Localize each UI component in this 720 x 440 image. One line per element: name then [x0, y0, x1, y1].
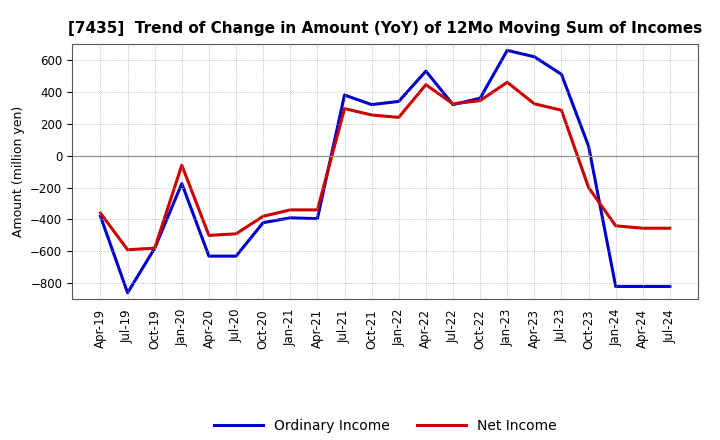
Ordinary Income [395, 99, 403, 104]
Ordinary Income [584, 143, 593, 149]
Net Income [530, 101, 539, 106]
Net Income [395, 115, 403, 120]
Net Income [178, 162, 186, 168]
Net Income [96, 210, 105, 216]
Net Income [341, 106, 349, 111]
Ordinary Income [639, 284, 647, 289]
Net Income [476, 98, 485, 103]
Ordinary Income [476, 95, 485, 101]
Net Income [232, 231, 240, 236]
Ordinary Income [204, 253, 213, 259]
Net Income [611, 223, 620, 228]
Net Income [204, 233, 213, 238]
Net Income [557, 107, 566, 113]
Ordinary Income [530, 54, 539, 59]
Net Income [503, 80, 511, 85]
Legend: Ordinary Income, Net Income: Ordinary Income, Net Income [208, 413, 562, 438]
Net Income [665, 226, 674, 231]
Ordinary Income [150, 246, 159, 251]
Line: Ordinary Income: Ordinary Income [101, 50, 670, 293]
Ordinary Income [341, 92, 349, 98]
Net Income [367, 112, 376, 117]
Net Income [584, 185, 593, 190]
Net Income [313, 207, 322, 213]
Ordinary Income [421, 69, 430, 74]
Y-axis label: Amount (million yen): Amount (million yen) [12, 106, 24, 237]
Ordinary Income [665, 284, 674, 289]
Ordinary Income [367, 102, 376, 107]
Ordinary Income [259, 220, 268, 225]
Ordinary Income [123, 290, 132, 296]
Net Income [449, 101, 457, 106]
Ordinary Income [449, 102, 457, 107]
Ordinary Income [286, 215, 294, 220]
Ordinary Income [178, 181, 186, 186]
Ordinary Income [313, 216, 322, 221]
Ordinary Income [503, 48, 511, 53]
Line: Net Income: Net Income [101, 82, 670, 250]
Net Income [639, 226, 647, 231]
Net Income [286, 207, 294, 213]
Title: [7435]  Trend of Change in Amount (YoY) of 12Mo Moving Sum of Incomes: [7435] Trend of Change in Amount (YoY) o… [68, 21, 702, 36]
Ordinary Income [232, 253, 240, 259]
Ordinary Income [557, 72, 566, 77]
Ordinary Income [96, 214, 105, 219]
Net Income [259, 214, 268, 219]
Net Income [421, 82, 430, 87]
Ordinary Income [611, 284, 620, 289]
Net Income [150, 246, 159, 251]
Net Income [123, 247, 132, 253]
